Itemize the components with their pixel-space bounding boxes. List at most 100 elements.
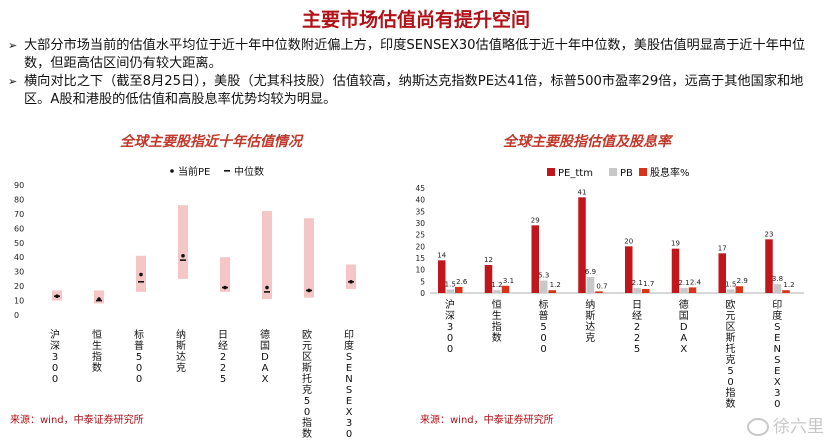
legend-swatch — [547, 168, 555, 176]
bar-data-label: 14 — [437, 251, 446, 259]
legend-swatch — [609, 168, 617, 176]
legend-swatch — [639, 168, 647, 176]
bar-data-label: 1.7 — [643, 280, 654, 288]
bar-data-label: 1.5 — [445, 281, 456, 289]
legend-median-marker — [224, 170, 230, 172]
bar-dividend — [501, 285, 510, 293]
bar-pe — [765, 239, 773, 293]
range-bar — [346, 264, 356, 289]
bar-data-label: 41 — [578, 188, 587, 196]
y-tick-label: 5 — [420, 277, 425, 286]
current-pe-point — [55, 294, 59, 299]
bar-data-label: 2.1 — [632, 279, 643, 287]
x-category-label: 日经 2 2 5 — [632, 300, 642, 355]
current-pe-point — [97, 297, 101, 301]
bar-data-label: 19 — [671, 240, 680, 248]
bullet-text: 横向对比之下（截至8月25日），美股（尤其科技股）估值较高，纳斯达克指数PE达4… — [24, 74, 804, 107]
bar-pb — [586, 276, 595, 293]
bar-data-label: 2.1 — [678, 279, 689, 287]
weibo-icon — [747, 418, 769, 436]
bar-data-label: 1.2 — [550, 281, 561, 289]
legend-label: PE_ttm — [558, 168, 593, 179]
bar-dividend — [595, 291, 603, 293]
source-note-right: 来源：wind，中泰证券研究所 — [420, 415, 554, 426]
x-category-label: 恒生指数 — [92, 328, 102, 374]
bar-data-label: 3.8 — [772, 275, 783, 283]
bar-data-label: 6.9 — [585, 268, 596, 276]
source-note-left: 来源：wind，中泰证券研究所 — [10, 415, 144, 426]
current-pe-point — [307, 288, 311, 293]
bar-data-label: 2.6 — [456, 278, 468, 286]
bar-data-label: 0.7 — [596, 282, 607, 290]
y-tick-label: 30 — [14, 268, 24, 277]
x-category-label: 德国 D A X — [679, 298, 689, 355]
watermark: 徐六里 — [747, 412, 824, 437]
bullet-list: ➢ 大部分市场当前的估值水平均位于近十年中位数附近偏上方，印度SENSEX30估… — [8, 37, 828, 109]
x-category-label: 印度 S E N S E X 3 0 — [344, 329, 354, 440]
y-tick-label: 35 — [415, 207, 425, 216]
bar-data-label: 1.2 — [783, 281, 794, 289]
bar-pb — [727, 289, 735, 293]
range-bar — [94, 290, 104, 304]
left-chart-title: 全球主要股指近十年估值情况 — [120, 134, 302, 150]
bar-pb — [446, 289, 454, 293]
y-tick-label: 40 — [415, 196, 425, 205]
legend-current-marker — [170, 169, 174, 173]
bullet-text: 大部分市场当前的估值水平均位于近十年中位数附近偏上方，印度SENSEX30估值略… — [24, 38, 806, 71]
current-pe-point — [349, 279, 353, 284]
bar-pe — [671, 248, 680, 293]
y-tick-label: 10 — [14, 297, 24, 306]
x-category-label: 恒生指数 — [492, 298, 502, 344]
y-tick-label: 10 — [415, 266, 425, 275]
bar-dividend — [642, 289, 650, 293]
bar-pe — [625, 246, 633, 293]
bar-data-label: 5.3 — [538, 272, 549, 280]
bar-pe — [438, 260, 446, 293]
arrow-bullet-icon: ➢ — [8, 75, 18, 88]
bar-data-label: 23 — [765, 230, 774, 238]
current-pe-point — [181, 253, 185, 258]
range-bar — [262, 211, 272, 300]
x-category-label: 纳斯达克 — [176, 328, 186, 374]
bar-data-label: 1.5 — [725, 281, 736, 289]
y-tick-label: 25 — [415, 231, 425, 240]
y-tick-label: 60 — [14, 224, 24, 233]
bar-pe — [484, 265, 493, 293]
bullet-item: ➢ 大部分市场当前的估值水平均位于近十年中位数附近偏上方，印度SENSEX30估… — [8, 37, 828, 73]
bar-data-label: 20 — [624, 237, 633, 245]
bullet-item: ➢ 横向对比之下（截至8月25日），美股（尤其科技股）估值较高，纳斯达克指数PE… — [8, 73, 828, 109]
x-category-label: 德国 D A X — [260, 328, 270, 385]
bar-dividend — [735, 286, 743, 293]
x-category-label: 沪深 3 0 0 — [50, 328, 60, 385]
bar-pb — [773, 284, 782, 293]
bar-data-label: 29 — [531, 216, 540, 224]
y-tick-label: 15 — [415, 254, 425, 263]
bar-pe — [578, 197, 586, 293]
range-bar — [220, 257, 230, 292]
legend-median-label: 中位数 — [234, 165, 264, 178]
right-chart-title: 全球主要股指估值及股息率 — [503, 134, 671, 150]
legend-current-label: 当前PE — [178, 165, 210, 178]
arrow-bullet-icon: ➢ — [8, 39, 18, 52]
bar-data-label: 3.1 — [503, 277, 514, 285]
bar-pb — [680, 288, 688, 293]
bar-pb — [493, 290, 501, 293]
current-pe-point — [139, 272, 143, 277]
bar-pb — [633, 288, 641, 293]
bar-dividend — [782, 290, 790, 293]
bar-data-label: 17 — [718, 244, 727, 252]
bar-data-label: 1.2 — [491, 281, 502, 289]
range-bar — [178, 205, 188, 279]
y-tick-label: 0 — [420, 289, 425, 298]
y-tick-label: 20 — [14, 282, 24, 291]
range-bar — [304, 218, 314, 298]
x-category-label: 印度 S E N S E X 3 0 — [772, 299, 782, 410]
median-mark — [138, 280, 144, 283]
bar-data-label: 12 — [484, 256, 493, 264]
x-category-label: 日经 2 2 5 — [218, 330, 228, 385]
bar-pb — [540, 280, 548, 293]
bar-pe — [718, 253, 726, 293]
x-category-label: 标普 5 0 0 — [539, 299, 549, 355]
x-category-label: 标普 5 0 0 — [134, 329, 144, 385]
